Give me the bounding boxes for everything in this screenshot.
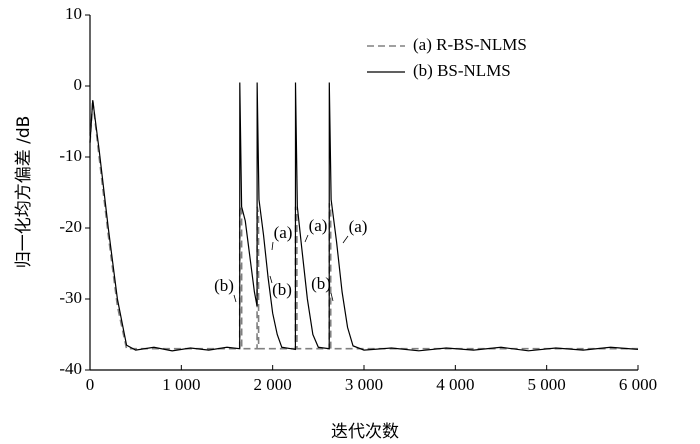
annotation: (a) xyxy=(309,216,328,235)
annotation-leader xyxy=(304,234,309,243)
annotation-leader xyxy=(342,235,349,244)
y-axis-title: 归一化均方偏差 /dB xyxy=(14,116,34,269)
annotation: (b) xyxy=(214,276,234,295)
annotation: (a) xyxy=(349,217,368,236)
x-tick-label: 4 000 xyxy=(436,375,474,394)
x-tick-label: 0 xyxy=(86,375,95,394)
x-axis-title: 迭代次数 xyxy=(331,422,399,442)
x-tick-label: 1 000 xyxy=(162,375,200,394)
legend-label: (a) R-BS-NLMS xyxy=(413,35,527,54)
x-tick-label: 3 000 xyxy=(345,375,383,394)
y-tick-label: -40 xyxy=(59,359,82,378)
annotation-leader xyxy=(271,241,274,251)
annotation: (a) xyxy=(274,223,293,242)
annotation-leader xyxy=(269,275,273,284)
y-tick-label: 0 xyxy=(74,75,83,94)
annotation-leader xyxy=(233,294,237,303)
annotation: (b) xyxy=(311,274,331,293)
y-tick-label: -10 xyxy=(59,146,82,165)
y-tick-label: -20 xyxy=(59,217,82,236)
y-tick-label: -30 xyxy=(59,288,82,307)
annotation-leader xyxy=(330,292,334,302)
annotation: (b) xyxy=(272,280,292,299)
x-tick-label: 2 000 xyxy=(254,375,292,394)
series-line xyxy=(89,82,639,352)
x-tick-label: 6 000 xyxy=(619,375,657,394)
y-tick-label: 10 xyxy=(65,4,82,23)
legend-label: (b) BS-NLMS xyxy=(413,61,511,80)
x-tick-label: 5 000 xyxy=(528,375,566,394)
